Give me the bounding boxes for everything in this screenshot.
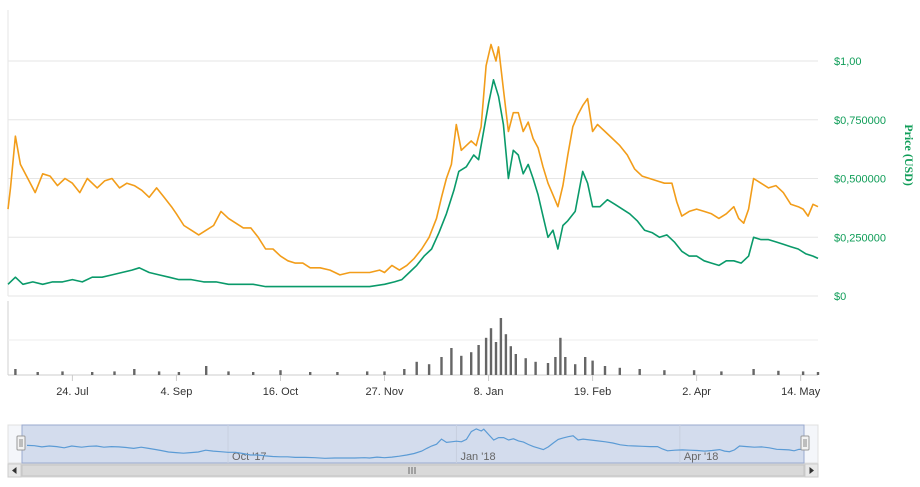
- x-tick-label: 19. Feb: [574, 386, 611, 398]
- scrollbar-thumb[interactable]: [21, 464, 805, 477]
- x-tick-label: 8. Jan: [474, 386, 504, 398]
- y-tick-label: $0: [834, 291, 846, 303]
- volume-bar: [509, 346, 512, 375]
- scrollbar[interactable]: [7, 463, 819, 478]
- scrollbar-grip-icon: [408, 467, 416, 474]
- volume-bar: [61, 371, 64, 375]
- navigator-ticks: Oct '17 Jan '18 Apr '18: [227, 425, 719, 463]
- navigator-series: [26, 428, 805, 459]
- x-tick-label: 16. Oct: [263, 386, 298, 398]
- volume-bar: [460, 355, 463, 375]
- volume-bar: [499, 318, 503, 375]
- volume-bar: [383, 371, 386, 375]
- navigator[interactable]: Oct '17 Jan '18 Apr '18: [7, 424, 819, 464]
- volume-bar: [816, 372, 820, 375]
- volume-bar: [494, 342, 498, 375]
- navigator-left-handle[interactable]: [16, 435, 26, 451]
- navigator-tick-label: Jan '18: [460, 451, 495, 463]
- main-plot: $0 $0,250000 $0,500000 $0,750000 $1,00 Price…: [7, 10, 916, 303]
- navigator-tick-label: Oct '17: [232, 451, 267, 463]
- volume-bar: [484, 337, 488, 375]
- volume-bar: [279, 370, 282, 375]
- arrow-left-icon: [12, 467, 17, 474]
- volume-bar: [663, 370, 666, 375]
- volume-bar: [546, 363, 550, 375]
- volume-bar: [564, 357, 567, 375]
- volume-bar: [415, 361, 418, 375]
- volume-bar: [752, 369, 755, 375]
- volume-bar: [591, 360, 594, 375]
- volume-bar: [470, 352, 473, 375]
- volume-bar: [440, 357, 443, 375]
- x-tick-label: 27. Nov: [366, 386, 404, 398]
- volume-bar: [336, 372, 339, 375]
- x-axis: 24. Jul 4. Sep 16. Oct 27. Nov 8. Jan 19. Feb…: [56, 375, 821, 398]
- scroll-right-button[interactable]: [804, 463, 819, 478]
- volume-bar: [504, 334, 508, 375]
- arrow-right-icon: [809, 467, 814, 474]
- volume-bar: [427, 364, 431, 375]
- x-tick-label: 24. Jul: [56, 386, 88, 398]
- y-tick-label: $0,500000: [834, 174, 886, 186]
- y-axis-label: Price (USD): [902, 124, 916, 186]
- series-line-2: [7, 79, 819, 288]
- navigator-right-handle[interactable]: [800, 435, 810, 451]
- volume-bar: [603, 366, 607, 375]
- volume-bar: [489, 328, 493, 375]
- volume-bar: [177, 372, 181, 375]
- volume-bars: [14, 318, 820, 375]
- volume-bar: [534, 361, 537, 375]
- y-tick-label: $1,00: [834, 56, 862, 68]
- volume-bar: [309, 372, 312, 375]
- volume-bar: [777, 370, 780, 375]
- x-tick-label: 2. Apr: [682, 386, 711, 398]
- volume-bar: [450, 348, 453, 375]
- volume-bar: [574, 364, 577, 375]
- volume-bar: [205, 366, 208, 375]
- volume-bar: [133, 369, 136, 375]
- volume-bar: [252, 372, 255, 375]
- series-line-1: [7, 43, 819, 276]
- volume-bar: [36, 372, 39, 375]
- volume-bar: [801, 371, 805, 375]
- volume-bar: [113, 371, 116, 375]
- volume-bar: [584, 357, 587, 375]
- volume-bar: [720, 371, 723, 375]
- volume-bar: [524, 358, 527, 375]
- volume-bar: [403, 369, 406, 375]
- volume-bar: [227, 371, 230, 375]
- volume-bar: [91, 372, 94, 375]
- volume-bar: [692, 370, 696, 375]
- price-series: [7, 43, 819, 288]
- volume-bar: [638, 369, 641, 375]
- navigator-tick-label: Apr '18: [684, 451, 719, 463]
- y-tick-labels: $0 $0,250000 $0,500000 $0,750000 $1,00: [834, 56, 886, 303]
- y-tick-label: $0,250000: [834, 232, 886, 244]
- y-gridlines: [7, 10, 818, 297]
- volume-bar: [14, 369, 17, 375]
- volume-bar: [477, 345, 480, 375]
- volume-plot: [7, 301, 820, 376]
- volume-bar: [157, 371, 161, 375]
- volume-bar: [618, 367, 621, 375]
- volume-bar: [366, 371, 369, 375]
- scroll-left-button[interactable]: [7, 463, 22, 478]
- x-tick-label: 14. May: [781, 386, 821, 398]
- navigator-line: [26, 428, 805, 459]
- x-tick-label: 4. Sep: [161, 386, 193, 398]
- y-tick-label: $0,750000: [834, 115, 886, 127]
- volume-bar: [514, 354, 517, 375]
- volume-bar: [554, 357, 557, 375]
- volume-bar: [559, 337, 562, 375]
